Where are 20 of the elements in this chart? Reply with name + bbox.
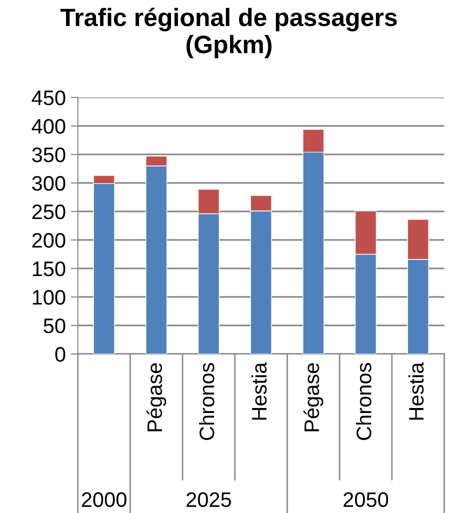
y-tick-label: 300: [32, 176, 66, 191]
text: 2000: [82, 492, 126, 508]
chart-title: Trafic régional de passagers (Gpkm): [60, 8, 397, 58]
y-tick-label: 200: [32, 232, 66, 248]
x-tick-label: Chronos: [199, 363, 214, 440]
y-tick-label: 450: [32, 90, 66, 106]
y-tick-label: 350: [32, 147, 66, 162]
y-tick-label: 250: [32, 204, 66, 220]
x-tick-label: Chronos: [356, 363, 372, 440]
x-tick-label: Hestia: [251, 362, 267, 420]
y-tick-label: 100: [32, 290, 66, 305]
x-tick-label: Pégase: [304, 363, 324, 432]
y-tick-label: 50: [44, 318, 66, 334]
x-tick-label: Pégase: [146, 363, 166, 432]
y-tick-label: 400: [32, 118, 66, 134]
text: 2050: [344, 492, 388, 508]
y-tick-label: 150: [32, 261, 66, 276]
x-tick-label: Hestia: [408, 362, 424, 420]
y-tick-label: 0: [55, 346, 66, 362]
text: 2025: [186, 492, 232, 508]
